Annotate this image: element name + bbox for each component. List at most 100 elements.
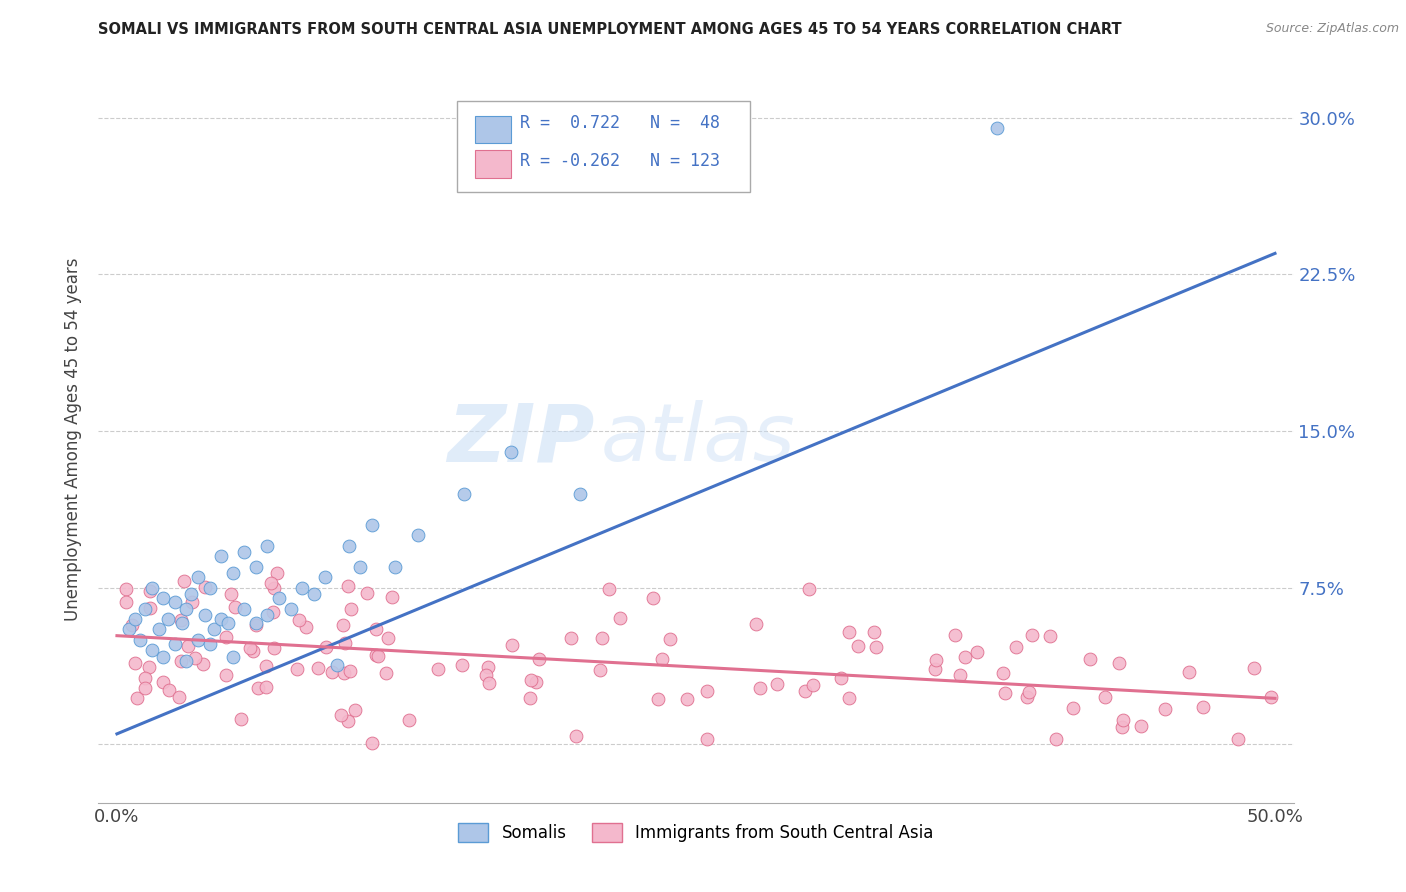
Point bbox=[333, 636, 356, 650]
Point bbox=[329, 708, 352, 723]
Point bbox=[367, 649, 389, 664]
Point bbox=[121, 617, 143, 632]
Point bbox=[326, 657, 349, 672]
Point bbox=[242, 644, 264, 658]
Point bbox=[337, 714, 360, 728]
Text: R =  0.722   N =  48: R = 0.722 N = 48 bbox=[520, 114, 720, 132]
Point bbox=[163, 637, 186, 651]
Point bbox=[321, 665, 343, 680]
Point bbox=[170, 655, 193, 669]
Point bbox=[245, 559, 267, 574]
Point bbox=[364, 648, 387, 662]
Point bbox=[263, 582, 285, 596]
Point bbox=[360, 518, 382, 533]
Point bbox=[198, 637, 221, 651]
Point bbox=[863, 625, 886, 640]
Point bbox=[287, 613, 309, 627]
Point bbox=[647, 692, 669, 706]
Point bbox=[527, 652, 550, 666]
Point bbox=[267, 591, 290, 605]
Point bbox=[865, 640, 887, 654]
Point bbox=[260, 576, 283, 591]
Point bbox=[797, 582, 820, 597]
Point bbox=[138, 660, 160, 674]
Point bbox=[1178, 665, 1201, 680]
Legend: Somalis, Immigrants from South Central Asia: Somalis, Immigrants from South Central A… bbox=[451, 816, 941, 849]
Point bbox=[125, 690, 148, 705]
Point bbox=[1004, 640, 1026, 654]
Point bbox=[375, 665, 398, 680]
Point bbox=[696, 732, 718, 747]
Point bbox=[176, 639, 198, 653]
Point bbox=[246, 681, 269, 695]
Point bbox=[114, 582, 136, 596]
Point bbox=[477, 660, 499, 674]
Point bbox=[955, 649, 977, 664]
Point bbox=[943, 628, 966, 642]
Point bbox=[356, 586, 378, 600]
Point bbox=[222, 649, 245, 664]
Point bbox=[749, 681, 772, 695]
Point bbox=[266, 566, 288, 580]
Point bbox=[198, 581, 221, 595]
Point bbox=[381, 591, 404, 605]
Point bbox=[215, 630, 238, 644]
FancyBboxPatch shape bbox=[475, 150, 510, 178]
Point bbox=[152, 649, 174, 664]
Y-axis label: Unemployment Among Ages 45 to 54 years: Unemployment Among Ages 45 to 54 years bbox=[65, 258, 83, 621]
Point bbox=[245, 616, 267, 631]
Point bbox=[209, 612, 232, 626]
Point bbox=[384, 559, 406, 574]
Point bbox=[295, 620, 318, 634]
Point bbox=[156, 612, 179, 626]
Point bbox=[846, 640, 869, 654]
Point bbox=[336, 579, 359, 593]
Point bbox=[285, 662, 308, 676]
Point bbox=[219, 587, 242, 601]
Point bbox=[163, 595, 186, 609]
Point bbox=[1260, 690, 1282, 705]
Point bbox=[1227, 732, 1250, 747]
Point bbox=[176, 601, 198, 615]
Text: ZIP: ZIP bbox=[447, 401, 595, 478]
Point bbox=[1111, 720, 1133, 734]
Point bbox=[478, 675, 501, 690]
Point bbox=[1111, 713, 1133, 727]
Point bbox=[256, 607, 278, 622]
Point bbox=[499, 445, 522, 459]
Point bbox=[262, 605, 284, 619]
Point bbox=[245, 617, 267, 632]
FancyBboxPatch shape bbox=[475, 116, 510, 144]
Point bbox=[134, 671, 156, 685]
Point bbox=[280, 601, 302, 615]
Point bbox=[193, 580, 215, 594]
Point bbox=[314, 570, 336, 584]
Point bbox=[139, 601, 162, 615]
Point bbox=[315, 640, 337, 654]
Point bbox=[1018, 685, 1040, 699]
Point bbox=[233, 545, 256, 559]
Point bbox=[589, 664, 612, 678]
Point bbox=[152, 591, 174, 605]
Point bbox=[307, 660, 329, 674]
Point bbox=[569, 486, 592, 500]
Point bbox=[114, 595, 136, 609]
Point bbox=[838, 625, 860, 640]
Point bbox=[170, 616, 193, 631]
Point bbox=[766, 677, 789, 691]
Point bbox=[1021, 628, 1043, 642]
Point bbox=[184, 650, 207, 665]
Point bbox=[124, 612, 146, 626]
Point bbox=[152, 674, 174, 689]
Point bbox=[167, 690, 190, 705]
Point bbox=[1108, 656, 1130, 670]
Point bbox=[256, 539, 278, 553]
Point bbox=[340, 602, 363, 616]
Point bbox=[141, 643, 163, 657]
Point bbox=[209, 549, 232, 564]
Point bbox=[406, 528, 429, 542]
Point bbox=[180, 587, 202, 601]
Point bbox=[830, 671, 852, 685]
Point bbox=[337, 539, 360, 553]
Point bbox=[564, 729, 586, 743]
